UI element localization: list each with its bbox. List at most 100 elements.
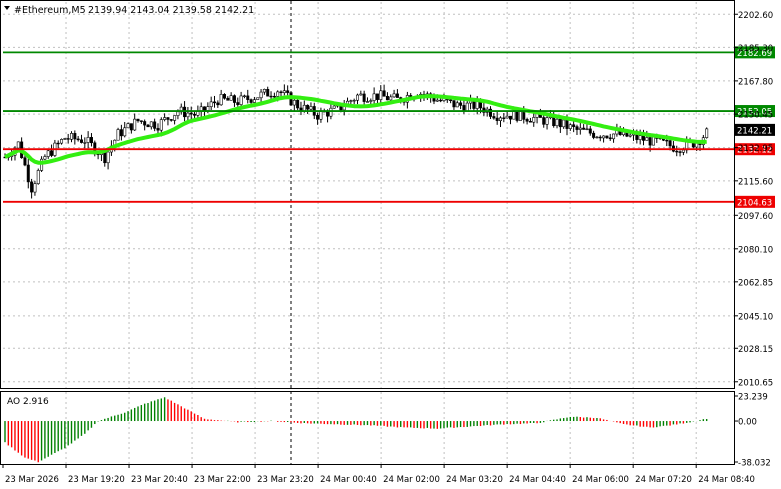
x-tick-label: 23 Mar 22:00 <box>194 475 251 485</box>
symbol-dropdown-icon[interactable] <box>4 6 10 10</box>
candle-down <box>73 133 77 140</box>
candle-up <box>126 123 130 129</box>
resistance-price-tag <box>735 46 775 59</box>
y-tick-label: 2185.30 <box>738 44 773 54</box>
candle-down <box>279 91 283 94</box>
support-price-tag <box>735 143 775 156</box>
y-tick-label: 2132.95 <box>738 144 773 154</box>
candle-down <box>502 117 506 119</box>
candle-up <box>532 117 536 123</box>
candle-up <box>252 99 256 103</box>
current-price-tag <box>735 123 775 136</box>
candle-down <box>582 127 586 130</box>
candle-down <box>508 115 512 120</box>
y-tick-label: 2045.10 <box>738 312 773 322</box>
candle-up <box>106 151 110 164</box>
candle-up <box>282 90 286 94</box>
candle-up <box>46 150 50 157</box>
candle-down <box>605 135 609 139</box>
candle-down <box>528 120 532 123</box>
ao-plot-frame <box>0 391 735 465</box>
candle-up <box>70 133 74 140</box>
candle-up <box>332 105 336 109</box>
candle-up <box>176 111 180 116</box>
moving-average-layer <box>4 94 707 165</box>
candle-down <box>236 102 240 105</box>
candle-up <box>219 94 223 106</box>
candle-up <box>705 128 709 138</box>
candle-up <box>359 93 363 96</box>
candle-down <box>459 102 463 106</box>
candle-up <box>309 106 313 110</box>
candle-up <box>242 95 246 97</box>
candle-down <box>362 93 366 102</box>
candle-down <box>216 102 220 106</box>
candle-up <box>352 99 356 102</box>
candle-down <box>592 132 596 138</box>
candle-up <box>612 133 616 140</box>
resistance-price-tag <box>735 105 775 118</box>
candle-down <box>575 126 579 130</box>
candle-up <box>349 100 353 102</box>
candle-up <box>512 110 516 120</box>
candle-down <box>30 181 34 193</box>
y-tick-label: 2062.85 <box>738 278 773 288</box>
candle-down <box>56 142 60 145</box>
candle-up <box>389 96 393 101</box>
candle-down <box>146 124 150 128</box>
candle-down <box>316 114 320 120</box>
candle-up <box>681 149 685 153</box>
candle-down <box>665 139 669 142</box>
candle-down <box>169 119 173 121</box>
candle-up <box>259 91 263 99</box>
ohlc-readout: 2139.94 2143.04 2139.58 2142.21 <box>88 5 254 16</box>
candle-down <box>79 139 83 143</box>
y-tick-label: 2097.60 <box>738 212 773 222</box>
candle-down <box>495 117 499 121</box>
candle-down <box>668 140 672 147</box>
grid <box>3 2 734 464</box>
candle-down <box>326 111 330 117</box>
price-axis: 2202.60 2185.30 2167.80 2150.45 2132.95 2115.… <box>734 11 773 388</box>
candle-up <box>585 128 589 130</box>
candle-down <box>26 164 30 183</box>
candle-up <box>369 100 373 102</box>
candle-up <box>465 102 469 112</box>
main-plot-frame <box>0 0 735 389</box>
candle-down <box>136 118 140 122</box>
support-price-label: 2132.12 <box>737 146 772 156</box>
candle-up <box>645 137 649 141</box>
candle-down <box>129 123 133 131</box>
y-tick-label: 2010.65 <box>738 378 773 388</box>
candle-up <box>239 95 243 105</box>
candle-down <box>296 99 300 109</box>
candle-up <box>173 115 177 121</box>
x-tick-label: 24 Mar 07:20 <box>635 475 692 485</box>
candle-down <box>641 135 645 141</box>
x-tick-label: 23 Mar 2026 <box>5 475 59 485</box>
x-tick-label: 24 Mar 02:00 <box>383 475 440 485</box>
candle-up <box>86 137 90 143</box>
support-price-label: 2104.63 <box>737 198 772 208</box>
candle-down <box>452 100 456 108</box>
candle-down <box>648 137 652 146</box>
candle-up <box>83 142 87 144</box>
x-tick-label: 23 Mar 19:20 <box>68 475 125 485</box>
resistance-price-label: 2182.69 <box>737 49 772 59</box>
candle-down <box>489 108 493 117</box>
current-price-label: 2142.21 <box>737 126 772 136</box>
y-tick-label: 2150.45 <box>738 111 773 121</box>
candle-up <box>498 117 502 121</box>
candle-down <box>525 119 529 122</box>
y-tick-label: 2080.10 <box>738 245 773 255</box>
y-tick-label: 2202.60 <box>738 11 773 21</box>
x-tick-label: 24 Mar 00:40 <box>320 475 377 485</box>
candle-up <box>555 118 559 127</box>
y-tick-label: 2028.15 <box>738 345 773 355</box>
candle-down <box>306 104 310 110</box>
candle-down <box>542 117 546 125</box>
candle-down <box>492 116 496 119</box>
candle-up <box>595 136 599 139</box>
candle-down <box>23 157 27 166</box>
